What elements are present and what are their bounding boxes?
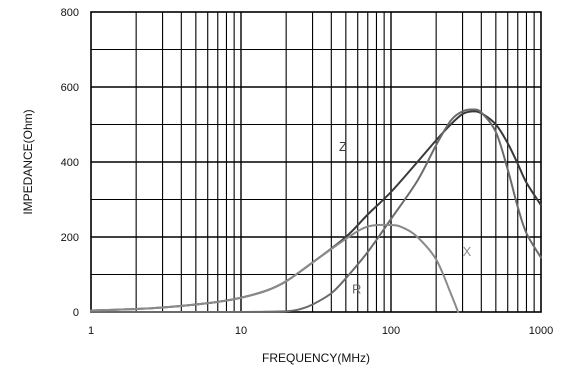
- series-labels: Z R X: [339, 139, 472, 297]
- series-label-z: Z: [339, 139, 347, 154]
- grid: [90, 11, 542, 313]
- x-tick-label: 1: [88, 325, 94, 337]
- series-lines: [90, 108, 542, 314]
- x-tick-label: 1000: [529, 325, 553, 337]
- series-line-r: [90, 108, 542, 314]
- x-tick-label: 10: [235, 325, 247, 337]
- y-tick-label: 200: [61, 232, 79, 244]
- y-axis-title: IMPEDANCE(Ohm): [21, 109, 35, 214]
- y-tick-label: 800: [61, 7, 79, 19]
- series-line-x: [90, 223, 460, 313]
- series-line-z: [90, 110, 542, 312]
- x-axis-title: FREQUENCY(MHz): [262, 351, 370, 365]
- x-tick-label: 100: [382, 325, 400, 337]
- series-label-r: R: [352, 281, 361, 296]
- tick-labels: 1 10 100 1000 0 200 400 600 800: [61, 7, 554, 337]
- y-tick-label: 600: [61, 82, 79, 94]
- series-label-x: X: [463, 244, 472, 259]
- y-tick-label: 400: [61, 157, 79, 169]
- y-tick-label: 0: [73, 307, 79, 319]
